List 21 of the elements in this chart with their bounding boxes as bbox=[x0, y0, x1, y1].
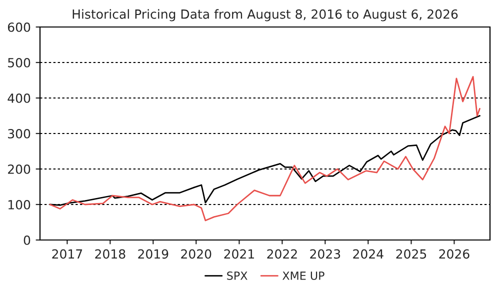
x-tick-label: 2019 bbox=[138, 249, 168, 259]
y-tick-label: 100 bbox=[8, 200, 30, 210]
legend-label: XME UP bbox=[282, 272, 324, 280]
y-tick-label: 300 bbox=[8, 128, 30, 138]
x-tick-label: 2023 bbox=[310, 249, 340, 259]
y-tick-label: 500 bbox=[8, 58, 30, 68]
y-tick-label: 200 bbox=[8, 164, 30, 174]
x-tick-label: 2021 bbox=[224, 249, 254, 259]
x-tick-label: 2024 bbox=[353, 249, 384, 259]
y-tick-label: 600 bbox=[8, 22, 30, 32]
x-tick-label: 2026 bbox=[439, 249, 470, 259]
x-tick-label: 2017 bbox=[52, 249, 82, 259]
x-tick-label: 2020 bbox=[181, 249, 212, 259]
line-series bbox=[49, 76, 480, 222]
legend-label: SPX bbox=[227, 271, 248, 280]
x-tick-label: 2022 bbox=[267, 249, 297, 259]
x-tick-label: 2018 bbox=[95, 249, 126, 259]
chart-title: Historical Pricing Data from August 8, 2016 to August 6, 2026 bbox=[72, 9, 458, 22]
x-tick-label: 2025 bbox=[396, 249, 426, 259]
y-tick-label: 400 bbox=[8, 93, 30, 103]
y-tick-label: 0 bbox=[24, 235, 30, 245]
